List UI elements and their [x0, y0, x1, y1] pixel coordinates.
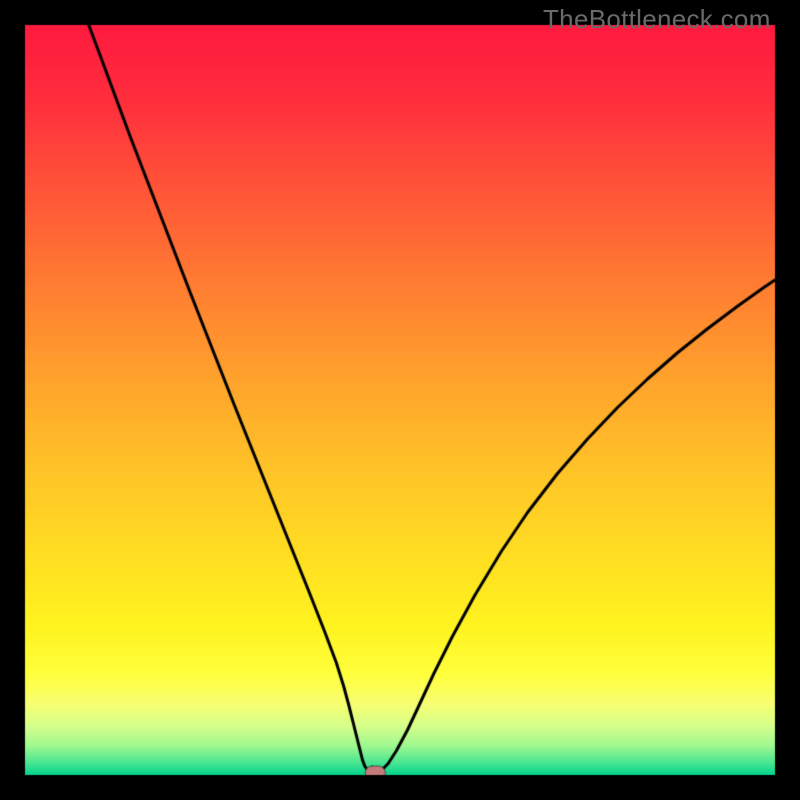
chart-stage: TheBottleneck.com: [0, 0, 800, 800]
watermark-label: TheBottleneck.com: [543, 4, 771, 35]
bottleneck-chart: [0, 0, 800, 800]
